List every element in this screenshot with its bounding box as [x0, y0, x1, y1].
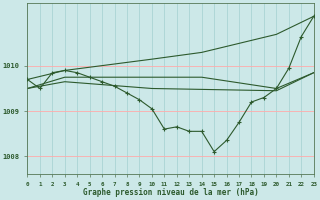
- X-axis label: Graphe pression niveau de la mer (hPa): Graphe pression niveau de la mer (hPa): [83, 188, 259, 197]
